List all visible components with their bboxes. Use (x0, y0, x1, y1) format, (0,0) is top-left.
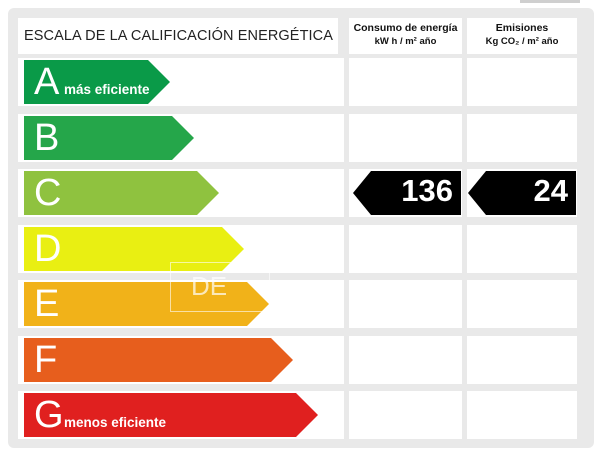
tag-shape (353, 171, 461, 215)
energy-cell-g (349, 391, 462, 439)
top-divider (520, 0, 580, 3)
arrow-shape (24, 227, 244, 271)
rating-arrow-f: F (24, 338, 293, 382)
arrow-shape (24, 116, 194, 160)
emissions-column-header: Emisiones Kg CO₂ / m² año (467, 18, 577, 54)
rating-arrow-c: C (24, 171, 219, 215)
energy-cell-b (349, 114, 462, 162)
rating-arrow-e: E (24, 282, 269, 326)
arrow-shape (24, 171, 219, 215)
rating-letter-a: A (34, 61, 60, 103)
energy-column-unit: kW h / m² año (374, 36, 437, 47)
energy-column-header: Consumo de energía kW h / m² año (349, 18, 462, 54)
energy-cell-d (349, 225, 462, 273)
emissions-cell-e (467, 280, 577, 328)
rating-arrow-d: D (24, 227, 244, 271)
rating-letter-d: D (34, 228, 62, 270)
rating-note-a: más eficiente (64, 82, 150, 97)
rating-letter-g: G (34, 394, 64, 436)
rating-letter-b: B (34, 117, 60, 159)
energy-cell-a (349, 58, 462, 106)
emissions-cell-a (467, 58, 577, 106)
emissions-column-label: Emisiones (495, 22, 549, 34)
energy-value: 136 (401, 173, 453, 208)
arrow-shape (24, 282, 269, 326)
energy-column-label: Consumo de energía (353, 22, 458, 34)
emissions-cell-b (467, 114, 577, 162)
energy-cell-e (349, 280, 462, 328)
tag-shape (468, 171, 576, 215)
rating-letter-c: C (34, 172, 62, 214)
arrow-shape (24, 60, 170, 104)
arrow-shape (24, 338, 293, 382)
rating-letter-f: F (34, 339, 58, 381)
emissions-value: 24 (533, 173, 568, 208)
emissions-column-unit: Kg CO₂ / m² año (485, 36, 559, 47)
energy-value-tag: 136 (353, 171, 461, 215)
rating-arrow-b: B (24, 116, 194, 160)
emissions-cell-d (467, 225, 577, 273)
emissions-value-tag: 24 (468, 171, 576, 215)
emissions-cell-f (467, 336, 577, 384)
energy-cell-f (349, 336, 462, 384)
arrow-shape (24, 393, 318, 437)
scale-title: ESCALA DE LA CALIFICACIÓN ENERGÉTICA (18, 18, 338, 54)
rating-note-g: menos eficiente (64, 415, 167, 430)
emissions-cell-g (467, 391, 577, 439)
rating-letter-e: E (34, 283, 60, 325)
